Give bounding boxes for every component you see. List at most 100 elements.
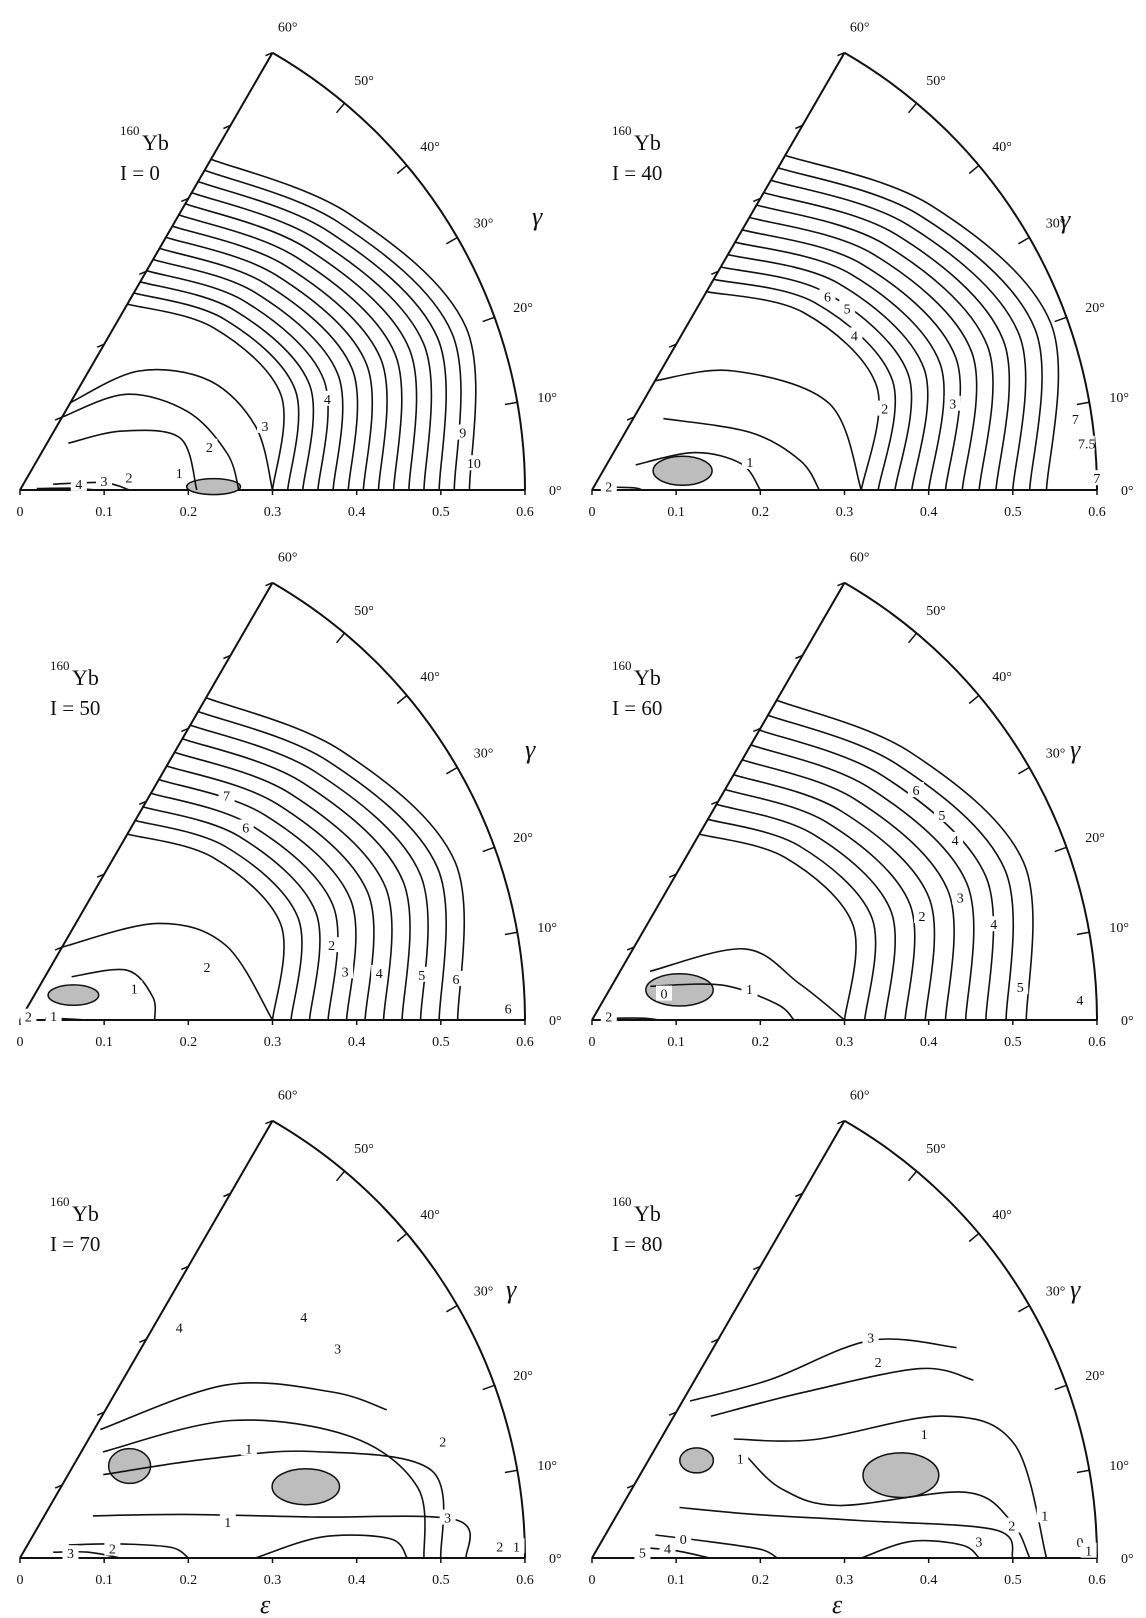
contour-label: 2 — [439, 1436, 446, 1451]
contour-label: 1 — [224, 1516, 231, 1531]
gamma-tick-label: 0° — [1121, 484, 1134, 499]
gamma-tick — [265, 1120, 274, 1132]
contour-label: 0 — [680, 1533, 687, 1548]
contour-label: 5 — [639, 1546, 646, 1561]
x-tick-label: 0.3 — [836, 1573, 854, 1588]
contour-line — [767, 714, 1014, 1021]
epsilon-axis-label: ε — [832, 1590, 843, 1618]
contour-label: 1 — [176, 467, 183, 482]
gamma-tick-label: 40° — [420, 140, 440, 155]
contour-label-bg — [933, 807, 950, 822]
contour-label: 4 — [376, 967, 383, 982]
contour-line — [100, 1382, 388, 1431]
contour-label-bg — [121, 469, 137, 485]
contour-line — [61, 922, 274, 1021]
contour-label-bg — [876, 400, 893, 416]
panel-i70: 0 0.1 0.2 0.3 0.4 0.5 0.6 0° 10° 20° 30° 40° 50° 60° 1… — [17, 1088, 562, 1618]
edge-tick — [265, 1120, 273, 1125]
nucleus-symbol: Yb — [634, 130, 661, 155]
contour-label: 5 — [938, 809, 945, 824]
contour-label-bg — [371, 964, 388, 980]
gamma-tick — [1018, 766, 1030, 775]
edge-tick — [223, 124, 231, 130]
contour-line — [68, 429, 198, 491]
energy-minimum — [645, 973, 714, 1007]
edge-tick — [139, 800, 147, 805]
contour-label: 2 — [206, 441, 213, 456]
contour-label: 1 — [1085, 1545, 1092, 1560]
gamma-tick — [504, 401, 518, 406]
gamma-tick — [335, 632, 346, 644]
contour-line — [158, 778, 357, 1021]
contour-label: 2 — [919, 910, 926, 925]
gamma-tick — [1076, 401, 1090, 406]
contour-label-bg — [454, 424, 471, 440]
edge-tick — [54, 1484, 63, 1489]
gamma-tick — [1054, 316, 1067, 323]
contour-label: 2 — [1008, 1520, 1015, 1535]
gamma-tick — [968, 164, 980, 175]
contour-line — [741, 759, 955, 1021]
gamma-tick-label: 0° — [1121, 1552, 1134, 1567]
contour-line — [197, 710, 447, 1021]
contour-label-bg — [96, 473, 112, 489]
contour-line — [741, 229, 962, 491]
contour-line — [255, 1534, 408, 1559]
edge-tick — [753, 727, 761, 733]
contour-line — [178, 214, 403, 491]
contour-line — [713, 278, 897, 491]
contour-label-bg — [1080, 1542, 1097, 1558]
edge-tick — [96, 873, 105, 878]
contour-label-bg — [257, 417, 273, 433]
contour-label-bg — [62, 1545, 79, 1561]
contour-label: 2 — [109, 1543, 116, 1558]
contour-line — [61, 393, 240, 491]
gamma-tick-label: 30° — [474, 746, 494, 761]
contour-line — [150, 792, 339, 1021]
gamma-tick-label: 40° — [420, 670, 440, 685]
gamma-tick-label: 40° — [992, 140, 1012, 155]
contour-line — [166, 765, 375, 1021]
contour-line — [706, 290, 880, 491]
x-tick-label: 0.1 — [667, 1573, 685, 1588]
x-tick-label: 0.5 — [432, 1573, 450, 1588]
gamma-tick-label: 20° — [513, 301, 533, 316]
x-tick-label: 0.5 — [1004, 1573, 1022, 1588]
x-tick-label: 0.3 — [264, 1573, 282, 1588]
contour-label: 3 — [949, 398, 956, 413]
contour-line — [102, 1419, 426, 1559]
x-tick-label: 0.6 — [1088, 1035, 1106, 1050]
gamma-tick-label: 30° — [1046, 216, 1066, 231]
contour-label-bg — [295, 1309, 312, 1324]
x-tick-label: 0 — [17, 1573, 24, 1588]
nucleus-mass: 160 — [50, 658, 70, 673]
contour-label-bg — [465, 455, 482, 471]
x-tick-label: 0.1 — [95, 1035, 113, 1050]
contour-label-bg — [171, 465, 188, 481]
edge-tick — [181, 1265, 189, 1271]
contour-label: 4 — [1076, 994, 1083, 1009]
x-tick-label: 0.1 — [95, 505, 113, 520]
gamma-tick-label: 50° — [354, 74, 374, 89]
panel-i0: 0 0.1 0.2 0.3 0.4 0.5 0.6 0° 10° 20° 30° 40° 50° 60° 1… — [17, 20, 562, 520]
x-tick-label: 0.3 — [264, 505, 282, 520]
contour-label-bg — [1003, 1517, 1020, 1533]
x-tick-label: 0.3 — [836, 505, 854, 520]
edge-tick — [837, 52, 845, 57]
gamma-tick — [837, 1120, 846, 1132]
contour-line — [777, 167, 1043, 491]
contour-label-bg — [675, 1530, 692, 1546]
contour-label: 6 — [242, 822, 249, 837]
contour-line — [142, 806, 321, 1021]
gamma-tick-label: 10° — [537, 921, 557, 936]
contour-line — [197, 180, 447, 491]
contour-label-bg — [218, 787, 235, 803]
contour-line — [134, 819, 303, 1021]
gamma-tick — [265, 582, 274, 594]
gamma-tick — [968, 1232, 980, 1243]
gamma-tick-label: 20° — [513, 1369, 533, 1384]
gamma-tick — [504, 1469, 518, 1474]
x-tick-label: 0 — [589, 1573, 596, 1588]
contour-line — [784, 154, 1060, 491]
gamma-tick-label: 60° — [850, 20, 870, 35]
